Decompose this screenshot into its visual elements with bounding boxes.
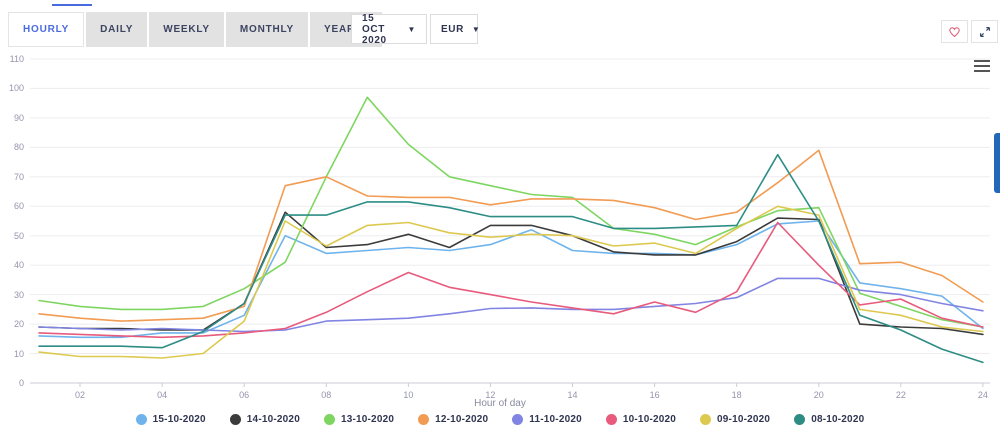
y-tick-label: 70 [13, 171, 24, 182]
x-tick-label: 08 [321, 390, 332, 400]
chevron-down-icon: ▼ [471, 24, 481, 34]
legend-item-13-10-2020[interactable]: 13-10-2020 [323, 414, 395, 425]
chart-legend: 15-10-2020 14-10-2020 13-10-2020 12-10-2020… [0, 414, 1000, 425]
legend-label: 09-10-2020 [717, 414, 771, 425]
legend-label: 14-10-2020 [246, 414, 300, 425]
chart-menu-icon[interactable] [974, 60, 990, 72]
legend-label: 08-10-2020 [811, 414, 865, 425]
series-line-15-10-2020 [38, 220, 984, 339]
y-tick-label: 0 [18, 378, 24, 388]
legend-item-15-10-2020[interactable]: 15-10-2020 [135, 414, 206, 425]
favorite-button[interactable] [941, 20, 968, 43]
tab-weekly[interactable]: WEEKLY [149, 12, 224, 47]
currency-dropdown[interactable]: EUR ▼ [430, 14, 481, 44]
x-tick-label: 16 [649, 390, 660, 400]
x-axis-title: Hour of day [474, 398, 526, 409]
series-line-12-10-2020 [38, 149, 984, 322]
legend-dot [700, 414, 712, 425]
series-line-10-10-2020 [38, 221, 984, 339]
tab-daily[interactable]: DAILY [86, 12, 148, 47]
legend-item-08-10-2020[interactable]: 08-10-2020 [794, 414, 864, 425]
legend-label: 10-10-2020 [622, 414, 677, 425]
x-tick-label: 04 [157, 390, 168, 400]
series-line-13-10-2020 [38, 96, 984, 328]
x-tick-label: 12 [485, 390, 496, 400]
y-tick-label: 60 [13, 201, 24, 212]
date-dropdown[interactable]: 15 OCT 2020 ▼ [351, 12, 427, 46]
x-tick-label: 14 [567, 390, 578, 400]
fullscreen-button[interactable] [971, 20, 998, 43]
x-tick-label: 02 [75, 390, 86, 400]
x-tick-label: 20 [813, 390, 824, 400]
y-tick-label: 20 [13, 319, 24, 330]
toolbar: HOURLY DAILY WEEKLY MONTHLY YEARLY 15 OC… [0, 12, 1000, 48]
legend-dot [135, 414, 147, 425]
y-tick-label: 30 [13, 289, 24, 300]
side-panel-tab[interactable] [994, 133, 1000, 193]
y-tick-label: 110 [9, 53, 24, 64]
date-dropdown-value: 15 OCT 2020 [362, 12, 387, 46]
legend-dot [323, 414, 335, 425]
legend-label: 11-10-2020 [529, 414, 582, 425]
y-tick-label: 80 [13, 142, 24, 153]
legend-item-12-10-2020[interactable]: 12-10-2020 [418, 414, 488, 425]
y-tick-label: 40 [13, 260, 24, 271]
legend-item-10-10-2020[interactable]: 10-10-2020 [605, 414, 677, 425]
legend-item-14-10-2020[interactable]: 14-10-2020 [229, 414, 300, 425]
x-tick-label: 10 [403, 390, 414, 400]
legend-dot [794, 414, 806, 425]
series-line-11-10-2020 [38, 277, 984, 333]
legend-item-11-10-2020[interactable]: 11-10-2020 [512, 414, 582, 425]
expand-icon [979, 26, 990, 37]
active-tab-indicator [52, 4, 92, 6]
x-tick-label: 22 [895, 390, 906, 400]
legend-label: 13-10-2020 [340, 414, 395, 425]
legend-dot [605, 414, 617, 425]
legend-dot [418, 414, 430, 425]
currency-dropdown-value: EUR [441, 23, 464, 35]
legend-dot [229, 414, 241, 425]
y-tick-label: 50 [13, 230, 24, 241]
legend-label: 12-10-2020 [435, 414, 489, 425]
tab-monthly[interactable]: MONTHLY [225, 12, 308, 47]
x-tick-label: 18 [731, 390, 742, 400]
series-line-09-10-2020 [38, 205, 984, 359]
heart-icon [949, 26, 960, 37]
chevron-down-icon: ▼ [407, 24, 416, 34]
y-tick-label: 90 [13, 112, 24, 123]
legend-dot [512, 414, 524, 425]
series-line-08-10-2020 [38, 153, 984, 364]
x-tick-label: 06 [239, 390, 250, 400]
x-tick-label: 24 [977, 390, 988, 400]
legend-item-09-10-2020[interactable]: 09-10-2020 [700, 414, 770, 425]
y-tick-label: 100 [8, 83, 24, 94]
y-tick-label: 10 [13, 348, 24, 359]
tab-hourly[interactable]: HOURLY [8, 12, 85, 47]
legend-label: 15-10-2020 [152, 414, 206, 425]
